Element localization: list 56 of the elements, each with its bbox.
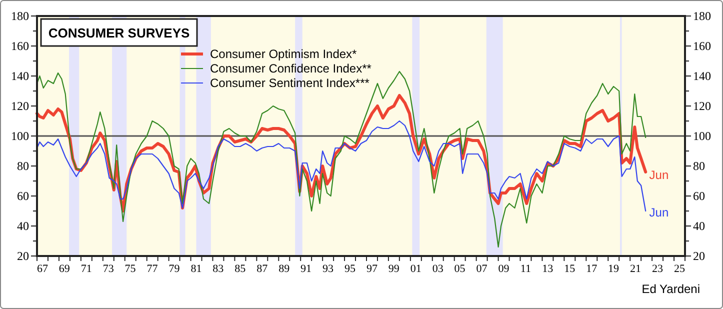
y-tick-label: 140 [11, 69, 29, 84]
x-tick-label: 91 [300, 263, 312, 275]
x-tick-label: 25 [674, 263, 686, 275]
y-tick-label: 60 [17, 189, 29, 204]
text: CONSUMER SURVEYS [48, 26, 190, 40]
y-tick-label: 120 [11, 99, 29, 114]
annotation: Jun [649, 206, 669, 220]
x-tick-label: 09 [498, 263, 510, 275]
x-tick-label: 03 [432, 263, 444, 275]
y2-tick-label: 160 [693, 39, 711, 54]
x-tick-label: 21 [630, 263, 642, 275]
legend-label: Consumer Sentiment Index*** [210, 76, 370, 90]
legend-label: Consumer Confidence Index** [210, 62, 372, 76]
x-tick-label: 13 [542, 263, 554, 275]
x-tick-label: 87 [256, 263, 268, 275]
x-tick-label: 01 [410, 263, 422, 275]
x-tick-label: 15 [564, 263, 576, 275]
legend-label: Consumer Optimism Index* [210, 47, 358, 62]
y-tick-label: 40 [17, 219, 29, 234]
x-tick-label: 85 [234, 263, 246, 275]
x-tick-label: 11 [520, 263, 531, 275]
y2-tick-label: 60 [693, 189, 705, 204]
x-tick-label: 79 [168, 263, 180, 275]
x-tick-label: 83 [212, 263, 224, 275]
y-tick-label: 20 [17, 249, 29, 264]
x-tick-label: 17 [586, 263, 598, 275]
x-tick-label: 75 [124, 263, 136, 275]
x-tick-label: 89 [278, 263, 290, 275]
x-tick-label: 71 [80, 263, 92, 275]
text: Ed Yardeni [642, 282, 700, 296]
x-tick-label: 81 [190, 263, 202, 275]
x-tick-label: 99 [388, 263, 400, 275]
y-tick-label: 80 [17, 159, 29, 174]
y2-tick-label: 100 [693, 129, 711, 144]
y-tick-label: 160 [11, 39, 29, 54]
x-tick-label: 19 [608, 263, 620, 275]
y2-tick-label: 120 [693, 99, 711, 114]
annotation: Jun [649, 168, 669, 182]
line-series [36, 120, 646, 212]
x-tick-label: 67 [36, 263, 48, 275]
x-tick-label: 93 [322, 263, 334, 275]
y2-tick-label: 20 [693, 249, 705, 264]
x-tick-label: 69 [58, 263, 70, 275]
x-tick-label: 07 [476, 263, 488, 275]
x-tick-label: 77 [146, 263, 158, 275]
x-tick-label: 97 [366, 263, 378, 275]
x-tick-label: 73 [102, 263, 114, 275]
y2-tick-label: 80 [693, 159, 705, 174]
y-tick-label: 100 [11, 129, 29, 144]
x-tick-label: 05 [454, 263, 466, 275]
y2-tick-label: 180 [693, 9, 711, 24]
x-tick-label: 95 [344, 263, 356, 275]
y2-tick-label: 40 [693, 219, 705, 234]
y2-tick-label: 140 [693, 69, 711, 84]
x-tick-label: 23 [652, 263, 664, 275]
y-tick-label: 180 [11, 9, 29, 24]
